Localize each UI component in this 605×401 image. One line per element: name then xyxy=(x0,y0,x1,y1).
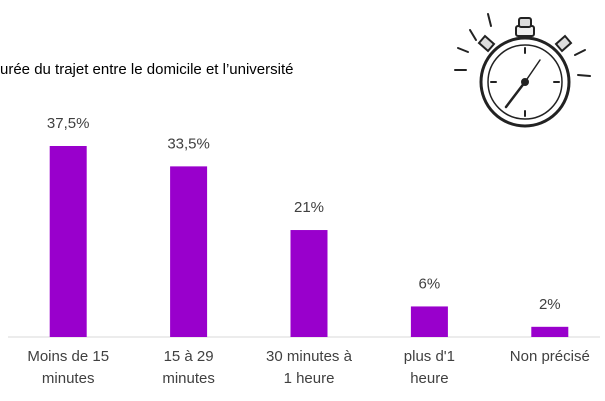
x-tick-label: 15 à 29 xyxy=(164,348,214,365)
x-tick-label: minutes xyxy=(42,370,95,387)
x-tick-label: minutes xyxy=(162,370,215,387)
stopwatch-icon xyxy=(454,13,591,128)
value-label: 21% xyxy=(294,199,324,216)
bar xyxy=(170,166,208,337)
value-label: 37,5% xyxy=(47,115,90,132)
x-tick-label: Moins de 15 xyxy=(27,348,109,365)
x-tick-label: heure xyxy=(410,370,448,387)
x-tick-label: 30 minutes à xyxy=(266,348,353,365)
value-label: 6% xyxy=(419,275,441,292)
x-tick-label: plus d'1 xyxy=(404,348,455,365)
value-label: 2% xyxy=(539,296,561,313)
value-label: 33,5% xyxy=(167,135,210,152)
x-tick-label: Non précisé xyxy=(510,348,590,365)
chart-title: urée du trajet entre le domicile et l’un… xyxy=(0,61,293,78)
bar xyxy=(410,306,448,337)
bar xyxy=(290,230,328,337)
bar xyxy=(49,146,87,337)
bar xyxy=(531,326,569,337)
x-tick-label: 1 heure xyxy=(284,370,335,387)
